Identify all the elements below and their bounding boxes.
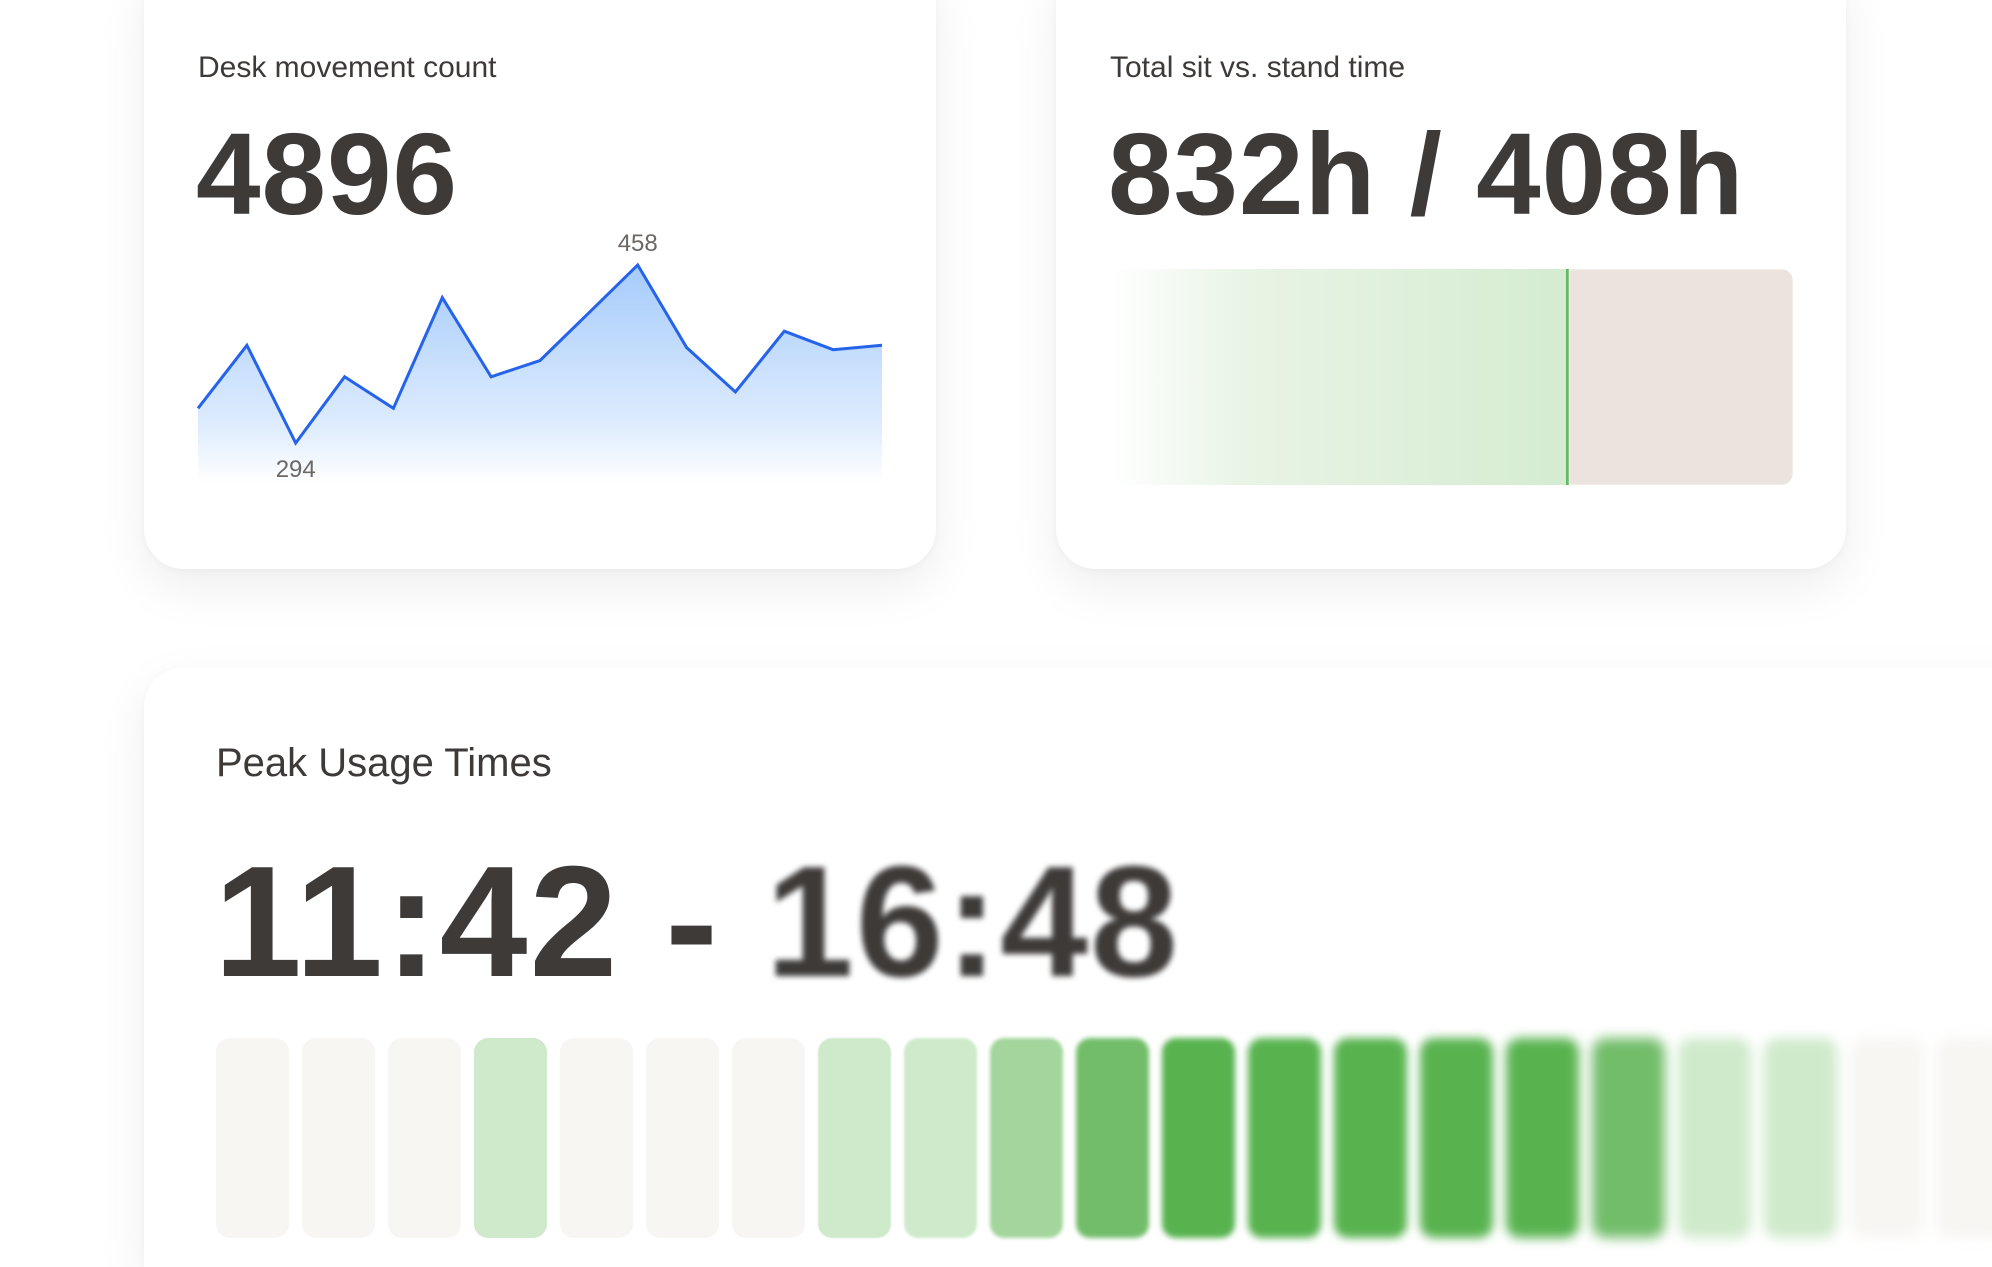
usage-cell <box>1248 1038 1321 1238</box>
peak-end: 16:48 <box>765 834 1180 1010</box>
usage-cell <box>1678 1038 1751 1238</box>
usage-cell <box>646 1038 719 1238</box>
peak-separator: - <box>619 834 766 1010</box>
usage-cell <box>904 1038 977 1238</box>
sit-stand-card: Total sit vs. stand time 832h / 408h <box>1056 0 1846 569</box>
desk-movement-value: 4896 <box>196 109 459 239</box>
usage-cell <box>818 1038 891 1238</box>
desk-movement-card: Desk movement count 4896 294 458 <box>144 0 936 569</box>
sparkline-area <box>198 265 882 483</box>
usage-cell <box>1764 1038 1837 1238</box>
usage-cell <box>1936 1038 1992 1238</box>
usage-cell <box>388 1038 461 1238</box>
desk-movement-label: Desk movement count <box>198 51 497 84</box>
sit-stand-bar <box>1111 269 1793 485</box>
usage-cell <box>1162 1038 1235 1238</box>
usage-cell <box>474 1038 547 1238</box>
usage-cell <box>302 1038 375 1238</box>
sparkline-annotation: 458 <box>618 230 658 257</box>
usage-cell <box>732 1038 805 1238</box>
usage-cell <box>1076 1038 1149 1238</box>
usage-cell <box>990 1038 1063 1238</box>
sit-segment <box>1111 269 1569 485</box>
usage-cell <box>1506 1038 1579 1238</box>
sparkline-annotation: 294 <box>276 456 316 483</box>
stand-segment <box>1568 269 1793 485</box>
desk-movement-sparkline: 294 458 <box>196 230 883 483</box>
peak-usage-card: Peak Usage Times 11:42 - 16:48 <box>144 667 1992 1267</box>
peak-usage-label: Peak Usage Times <box>216 741 552 785</box>
sparkline-line <box>196 262 883 446</box>
peak-start: 11:42 <box>214 834 620 1010</box>
sit-stand-value: 832h / 408h <box>1108 109 1745 239</box>
usage-cell <box>1420 1038 1493 1238</box>
usage-cell <box>1592 1038 1665 1238</box>
usage-cell <box>1334 1038 1407 1238</box>
usage-cell <box>216 1038 289 1238</box>
peak-usage-range: 11:42 - 16:48 <box>214 843 1180 1001</box>
sit-stand-label: Total sit vs. stand time <box>1110 51 1406 84</box>
usage-cell <box>1850 1038 1923 1238</box>
usage-cell <box>560 1038 633 1238</box>
